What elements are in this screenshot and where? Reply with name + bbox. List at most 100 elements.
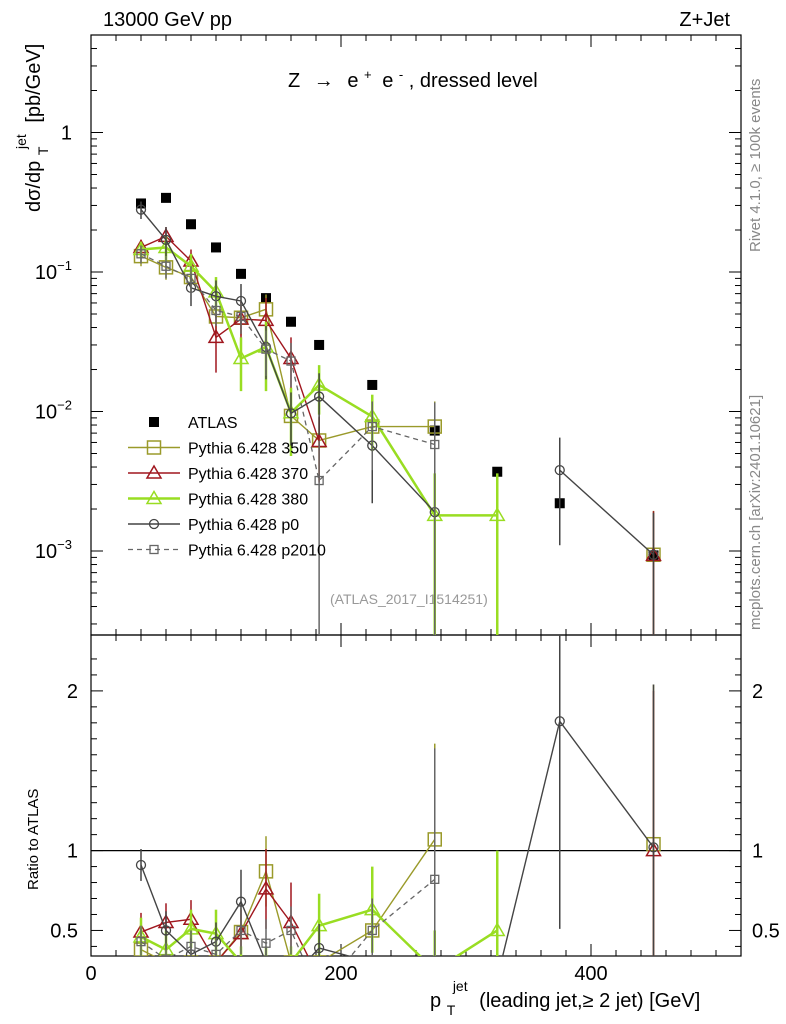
y-tick-exp: −1 [57, 258, 72, 273]
ratio-point [315, 990, 323, 998]
ratio-point [135, 859, 147, 871]
ratio-y-tick-label-left: 0.5 [50, 920, 78, 942]
legend-label: ATLAS [188, 415, 238, 432]
data-point [236, 268, 246, 279]
ylabel-main: dσ/dp [23, 161, 45, 212]
ratio-point [367, 925, 377, 936]
ratio-point [287, 974, 296, 983]
title-arrow: → [314, 70, 334, 92]
ratio-y-tick-label-right: 1 [752, 841, 763, 863]
ylabel-sub: T [35, 146, 51, 155]
ratio-point [211, 949, 221, 956]
main-title: Z → e + e - , dressed level [288, 62, 538, 92]
ratio-point [262, 958, 271, 967]
ratio-line [140, 908, 498, 956]
ratio-series-p350 [133, 684, 661, 956]
main-ylabel: dσ/dp T jet [pb/GeV] [9, 44, 53, 212]
process-label: Z+Jet [679, 9, 730, 31]
title-z: Z [288, 70, 300, 92]
ratio-point [488, 921, 506, 937]
ylabel-sup: jet [13, 134, 29, 150]
xlabel-rest: (leading jet,≥ 2 jet) [GeV] [479, 990, 700, 1012]
xlabel-sub: T [447, 1002, 456, 1018]
data-point [186, 219, 196, 230]
legend-label: Pythia 6.428 370 [188, 466, 308, 483]
x-axis-label: p T jet (leading jet,≥ 2 jet) [GeV] [430, 974, 700, 1020]
ratio-y-tick-label-left: 1 [67, 841, 78, 863]
data-point [136, 249, 146, 259]
title-e: e [347, 70, 358, 92]
data-point [367, 379, 378, 390]
ratio-point [235, 896, 247, 907]
ratio-ylabel: Ratio to ATLAS [25, 789, 42, 890]
title-e2: e [382, 70, 393, 92]
ratio-point [236, 925, 246, 936]
data-point [211, 305, 221, 316]
legend-marker [146, 440, 162, 455]
ratio-point [428, 971, 442, 983]
ratio-y-tick-label-left: 2 [67, 681, 78, 703]
data-point [492, 466, 503, 477]
ratio-point [313, 942, 325, 954]
data-point [161, 192, 171, 203]
data-point [135, 204, 147, 215]
data-point [286, 356, 296, 366]
legend-marker [149, 417, 159, 427]
legend-item-p380: Pythia 6.428 380 [128, 490, 308, 509]
ratio-series-p2010 [136, 748, 440, 998]
ratio-point [430, 964, 439, 973]
mcplots-label: mcplots.cern.ch [arXiv:2401.10621] [747, 395, 764, 630]
legend-marker [145, 490, 163, 505]
y-tick-exp: −2 [57, 398, 72, 413]
y-tick-base: 10 [35, 402, 57, 424]
data-point [232, 349, 250, 365]
data-point [286, 316, 296, 327]
xlabel-p: p [430, 990, 441, 1012]
legend-marker [149, 544, 159, 555]
data-point [314, 475, 324, 486]
y-tick-base: 1 [61, 123, 72, 145]
data-point [430, 439, 440, 450]
ratio-y-tick-label-right: 2 [752, 681, 763, 703]
energy-label: 13000 GeV pp [103, 9, 232, 31]
y-tick-label: 10−1 [35, 258, 72, 284]
legend-item-p2010: Pythia 6.428 p2010 [128, 543, 326, 560]
legend-item-p370: Pythia 6.428 370 [128, 464, 308, 483]
ratio-line [140, 839, 436, 956]
series-line [140, 209, 436, 513]
analysis-annotation: (ATLAS_2017_I1514251) [330, 591, 488, 607]
legend-item-atlas: ATLAS [149, 415, 238, 432]
main-data-layer [132, 192, 662, 635]
ratio-point [183, 955, 199, 956]
ratio-point [554, 716, 565, 727]
ratio-panel-frame [90, 634, 742, 957]
ratio-point [286, 925, 296, 936]
ratio-point [283, 955, 299, 956]
ratio-point [368, 958, 377, 967]
legend-marker [148, 518, 160, 530]
ratio-line [140, 878, 436, 956]
data-point [314, 339, 325, 350]
data-point [211, 242, 221, 253]
ylabel-unit: [pb/GeV] [23, 44, 45, 123]
main-axis-ticks: 10 −3 10−2 10−1 1 [35, 34, 741, 635]
ratio-series-p380 [132, 850, 506, 975]
ratio-point [430, 874, 440, 884]
legend-item-p350: Pythia 6.428 350 [128, 440, 308, 458]
series-line [140, 253, 435, 482]
ratio-point [239, 953, 243, 956]
ratio-point [493, 974, 502, 983]
y-tick-label: 1 [61, 123, 72, 145]
ratio-point [428, 963, 442, 975]
ratio-point [136, 936, 146, 947]
y-tick-label: 10−2 [35, 398, 72, 424]
data-point [161, 261, 171, 271]
ratio-point [186, 941, 196, 952]
y-tick-exp: −3 [57, 537, 72, 552]
ratio-point [158, 955, 174, 956]
x-tick-label: 400 [574, 963, 607, 985]
title-plus: + [364, 67, 372, 82]
x-tick-label: 0 [85, 963, 96, 985]
ratio-point [648, 842, 659, 853]
